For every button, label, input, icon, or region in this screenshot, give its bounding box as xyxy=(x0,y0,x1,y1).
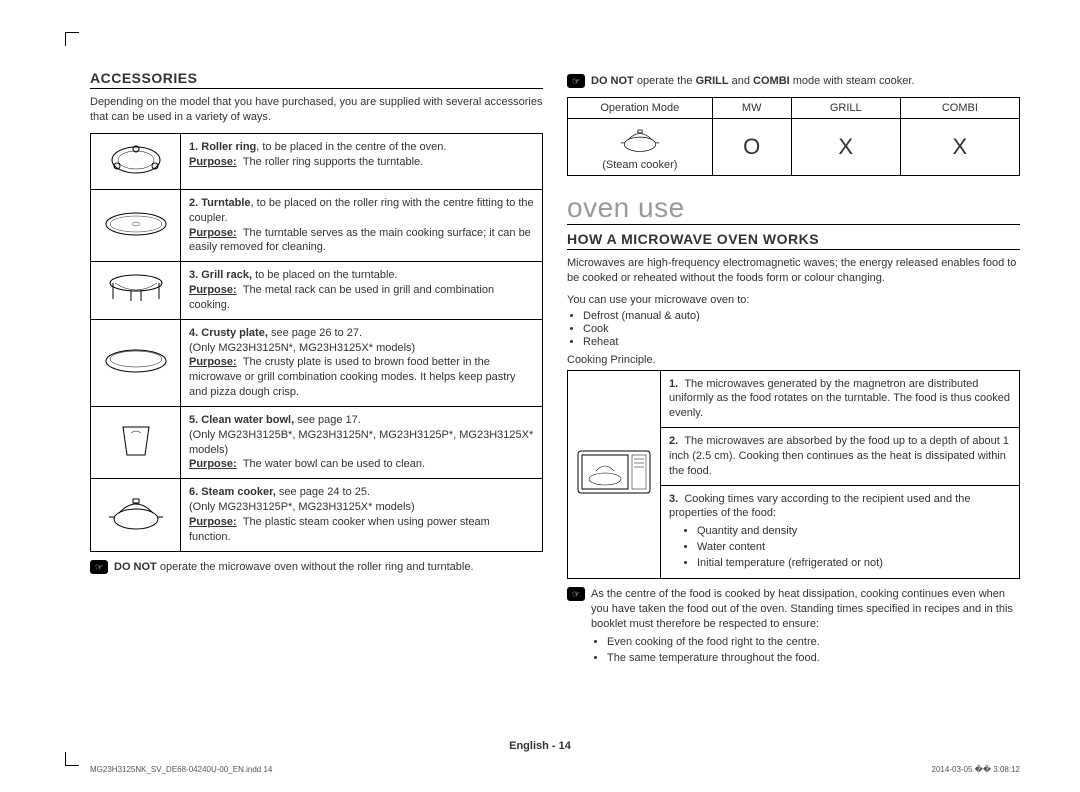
accessory-desc: 3. Grill rack, to be placed on the turnt… xyxy=(181,262,543,320)
print-file: MG23H3125NK_SV_DE68-04240U-00_EN.indd 14 xyxy=(90,765,272,774)
table-header: Operation Mode xyxy=(568,97,713,118)
steam-cooker-icon xyxy=(91,479,181,551)
mode-table: Operation Mode MW GRILL COMBI (Steam coo… xyxy=(567,97,1020,176)
right-column: ☞ DO NOT operate the GRILL and COMBI mod… xyxy=(567,70,1020,675)
warning-note: ☞ DO NOT operate the microwave oven with… xyxy=(90,560,543,575)
left-column: ACCESSORIES Depending on the model that … xyxy=(90,70,543,675)
accessories-table: 1. Roller ring, to be placed in the cent… xyxy=(90,133,543,552)
accessories-heading: ACCESSORIES xyxy=(90,70,543,89)
principle-item: 1. The microwaves generated by the magne… xyxy=(661,370,1020,428)
warning-note: ☞ DO NOT operate the GRILL and COMBI mod… xyxy=(567,74,1020,89)
list-item: Even cooking of the food right to the ce… xyxy=(607,635,1020,650)
microwave-icon xyxy=(568,370,661,578)
how-works-heading: HOW A MICROWAVE OVEN WORKS xyxy=(567,231,1020,250)
section-title: oven use xyxy=(567,192,1020,225)
grill-rack-icon xyxy=(91,262,181,320)
turntable-icon xyxy=(91,189,181,261)
crusty-plate-icon xyxy=(91,319,181,406)
list-item: Quantity and density xyxy=(697,524,1011,539)
principle-item: 2. The microwaves are absorbed by the fo… xyxy=(661,428,1020,486)
steam-cooker-cell: (Steam cooker) xyxy=(568,118,713,175)
principle-table: 1. The microwaves generated by the magne… xyxy=(567,370,1020,579)
paragraph: You can use your microwave oven to: xyxy=(567,294,1020,306)
pointer-icon: ☞ xyxy=(90,560,108,574)
list-item: Cook xyxy=(583,323,1020,335)
table-cell: X xyxy=(900,118,1019,175)
table-header: MW xyxy=(712,97,791,118)
list-item: Defrost (manual & auto) xyxy=(583,310,1020,322)
pointer-icon: ☞ xyxy=(567,587,585,601)
accessory-desc: 6. Steam cooker, see page 24 to 25. (Onl… xyxy=(181,479,543,551)
accessories-intro: Depending on the model that you have pur… xyxy=(90,95,543,125)
page-footer: English - 14 xyxy=(0,740,1080,752)
principle-item: 3. Cooking times vary according to the r… xyxy=(661,485,1020,578)
print-info: MG23H3125NK_SV_DE68-04240U-00_EN.indd 14… xyxy=(90,765,1020,774)
accessory-desc: 1. Roller ring, to be placed in the cent… xyxy=(181,133,543,189)
accessory-desc: 2. Turntable, to be placed on the roller… xyxy=(181,189,543,261)
accessory-desc: 5. Clean water bowl, see page 17. (Only … xyxy=(181,406,543,478)
list-item: Reheat xyxy=(583,336,1020,348)
paragraph: Microwaves are high-frequency electromag… xyxy=(567,256,1020,286)
list-item: Initial temperature (refrigerated or not… xyxy=(697,556,1011,571)
note: ☞ As the centre of the food is cooked by… xyxy=(567,587,1020,667)
list-item: The same temperature throughout the food… xyxy=(607,651,1020,666)
accessory-desc: 4. Crusty plate, see page 26 to 27. (Onl… xyxy=(181,319,543,406)
water-bowl-icon xyxy=(91,406,181,478)
uses-list: Defrost (manual & auto) Cook Reheat xyxy=(583,310,1020,348)
roller-ring-icon xyxy=(91,133,181,189)
table-cell: X xyxy=(791,118,900,175)
paragraph: Cooking Principle. xyxy=(567,354,1020,366)
table-header: GRILL xyxy=(791,97,900,118)
table-cell: O xyxy=(712,118,791,175)
table-header: COMBI xyxy=(900,97,1019,118)
print-time: 2014-03-05 �� 3:08:12 xyxy=(932,765,1020,774)
list-item: Water content xyxy=(697,540,1011,555)
pointer-icon: ☞ xyxy=(567,74,585,88)
